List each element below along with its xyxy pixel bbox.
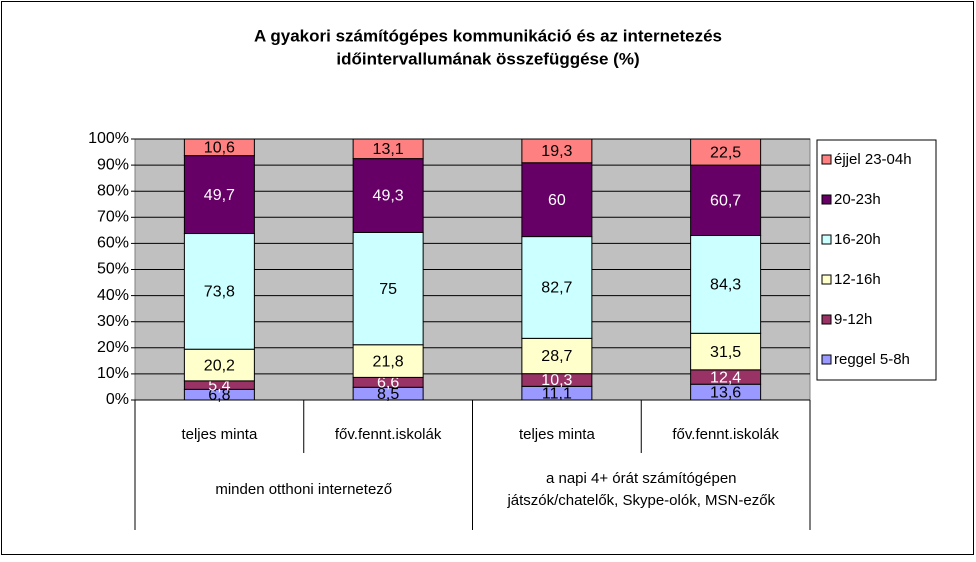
y-tick-label: 0% <box>106 391 129 408</box>
legend-label: éjjel 23-04h <box>834 151 912 168</box>
value-label: 13,1 <box>373 141 404 158</box>
value-label: 21,8 <box>373 353 404 370</box>
bar-segment <box>352 158 424 233</box>
value-label: 31,5 <box>710 344 741 361</box>
value-label: 11,1 <box>542 385 572 402</box>
value-label: 13,6 <box>710 384 741 401</box>
bar-segment <box>183 233 255 350</box>
chart-title: A gyakori számítógépes kommunikáció és a… <box>254 26 722 45</box>
bar-segment <box>352 138 424 160</box>
y-tick-label: 90% <box>97 156 129 173</box>
y-tick-label: 10% <box>97 365 129 382</box>
legend-swatch <box>821 314 832 325</box>
y-tick-label: 30% <box>97 313 129 330</box>
value-label: 60,7 <box>710 193 741 210</box>
y-tick-label: 50% <box>97 261 129 278</box>
value-label: 49,7 <box>204 187 235 204</box>
legend-swatch <box>821 194 832 205</box>
chart-title: időintervallumának összefüggése (%) <box>336 49 639 68</box>
value-label: 75 <box>379 281 397 298</box>
legend-box <box>816 139 937 381</box>
value-label: 82,7 <box>541 280 572 297</box>
bar-segment <box>521 162 593 238</box>
value-label: 73,8 <box>204 284 235 301</box>
y-tick-label: 60% <box>97 235 129 252</box>
group-label: minden otthoni internetező <box>215 481 392 498</box>
bar-segment <box>521 138 593 164</box>
value-label: 60 <box>548 192 566 209</box>
value-label: 10,6 <box>204 140 235 157</box>
legend-label: 20-23h <box>834 191 881 208</box>
value-label: 8,5 <box>377 386 399 403</box>
legend-swatch <box>821 154 832 165</box>
value-label: 20,2 <box>204 357 235 374</box>
y-tick-label: 100% <box>88 130 129 147</box>
bar-segment <box>521 236 593 339</box>
value-label: 49,3 <box>373 188 404 205</box>
y-tick-label: 80% <box>97 182 129 199</box>
bar-segment <box>183 138 255 157</box>
legend-swatch <box>821 274 832 285</box>
value-label: 5,4 <box>208 377 230 394</box>
legend-label: 12-16h <box>834 271 881 288</box>
group-label: a napi 4+ órát számítógépen <box>546 470 737 487</box>
value-label: 22,5 <box>710 144 741 161</box>
bar-segment <box>690 235 762 334</box>
value-label: 10,3 <box>541 372 572 389</box>
value-label: 6,6 <box>377 375 399 392</box>
y-tick-label: 40% <box>97 287 129 304</box>
bar-segment <box>183 155 255 235</box>
x-tick-label: főv.fennt.iskolák <box>335 426 442 443</box>
bar-segment <box>352 344 424 378</box>
legend-swatch <box>821 234 832 245</box>
group-label: játszók/chatelők, Skype-olók, MSN-ezők <box>506 492 775 509</box>
y-tick-label: 20% <box>97 339 129 356</box>
x-tick-label: főv.fennt.iskolák <box>672 426 779 443</box>
y-tick-label: 70% <box>97 209 129 226</box>
value-label: 12,4 <box>710 369 741 386</box>
x-tick-label: teljes minta <box>519 426 596 443</box>
legend-label: reggel 5-8h <box>834 351 910 368</box>
value-label: 28,7 <box>541 348 572 365</box>
bar-segment <box>352 231 424 346</box>
value-label: 84,3 <box>710 277 741 294</box>
value-label: 19,3 <box>541 143 572 160</box>
bar-segment <box>183 348 255 382</box>
bar-segment <box>690 138 762 166</box>
legend-label: 9-12h <box>834 311 872 328</box>
legend-label: 16-20h <box>834 231 881 248</box>
x-tick-label: teljes minta <box>181 426 258 443</box>
legend-swatch <box>821 354 832 365</box>
